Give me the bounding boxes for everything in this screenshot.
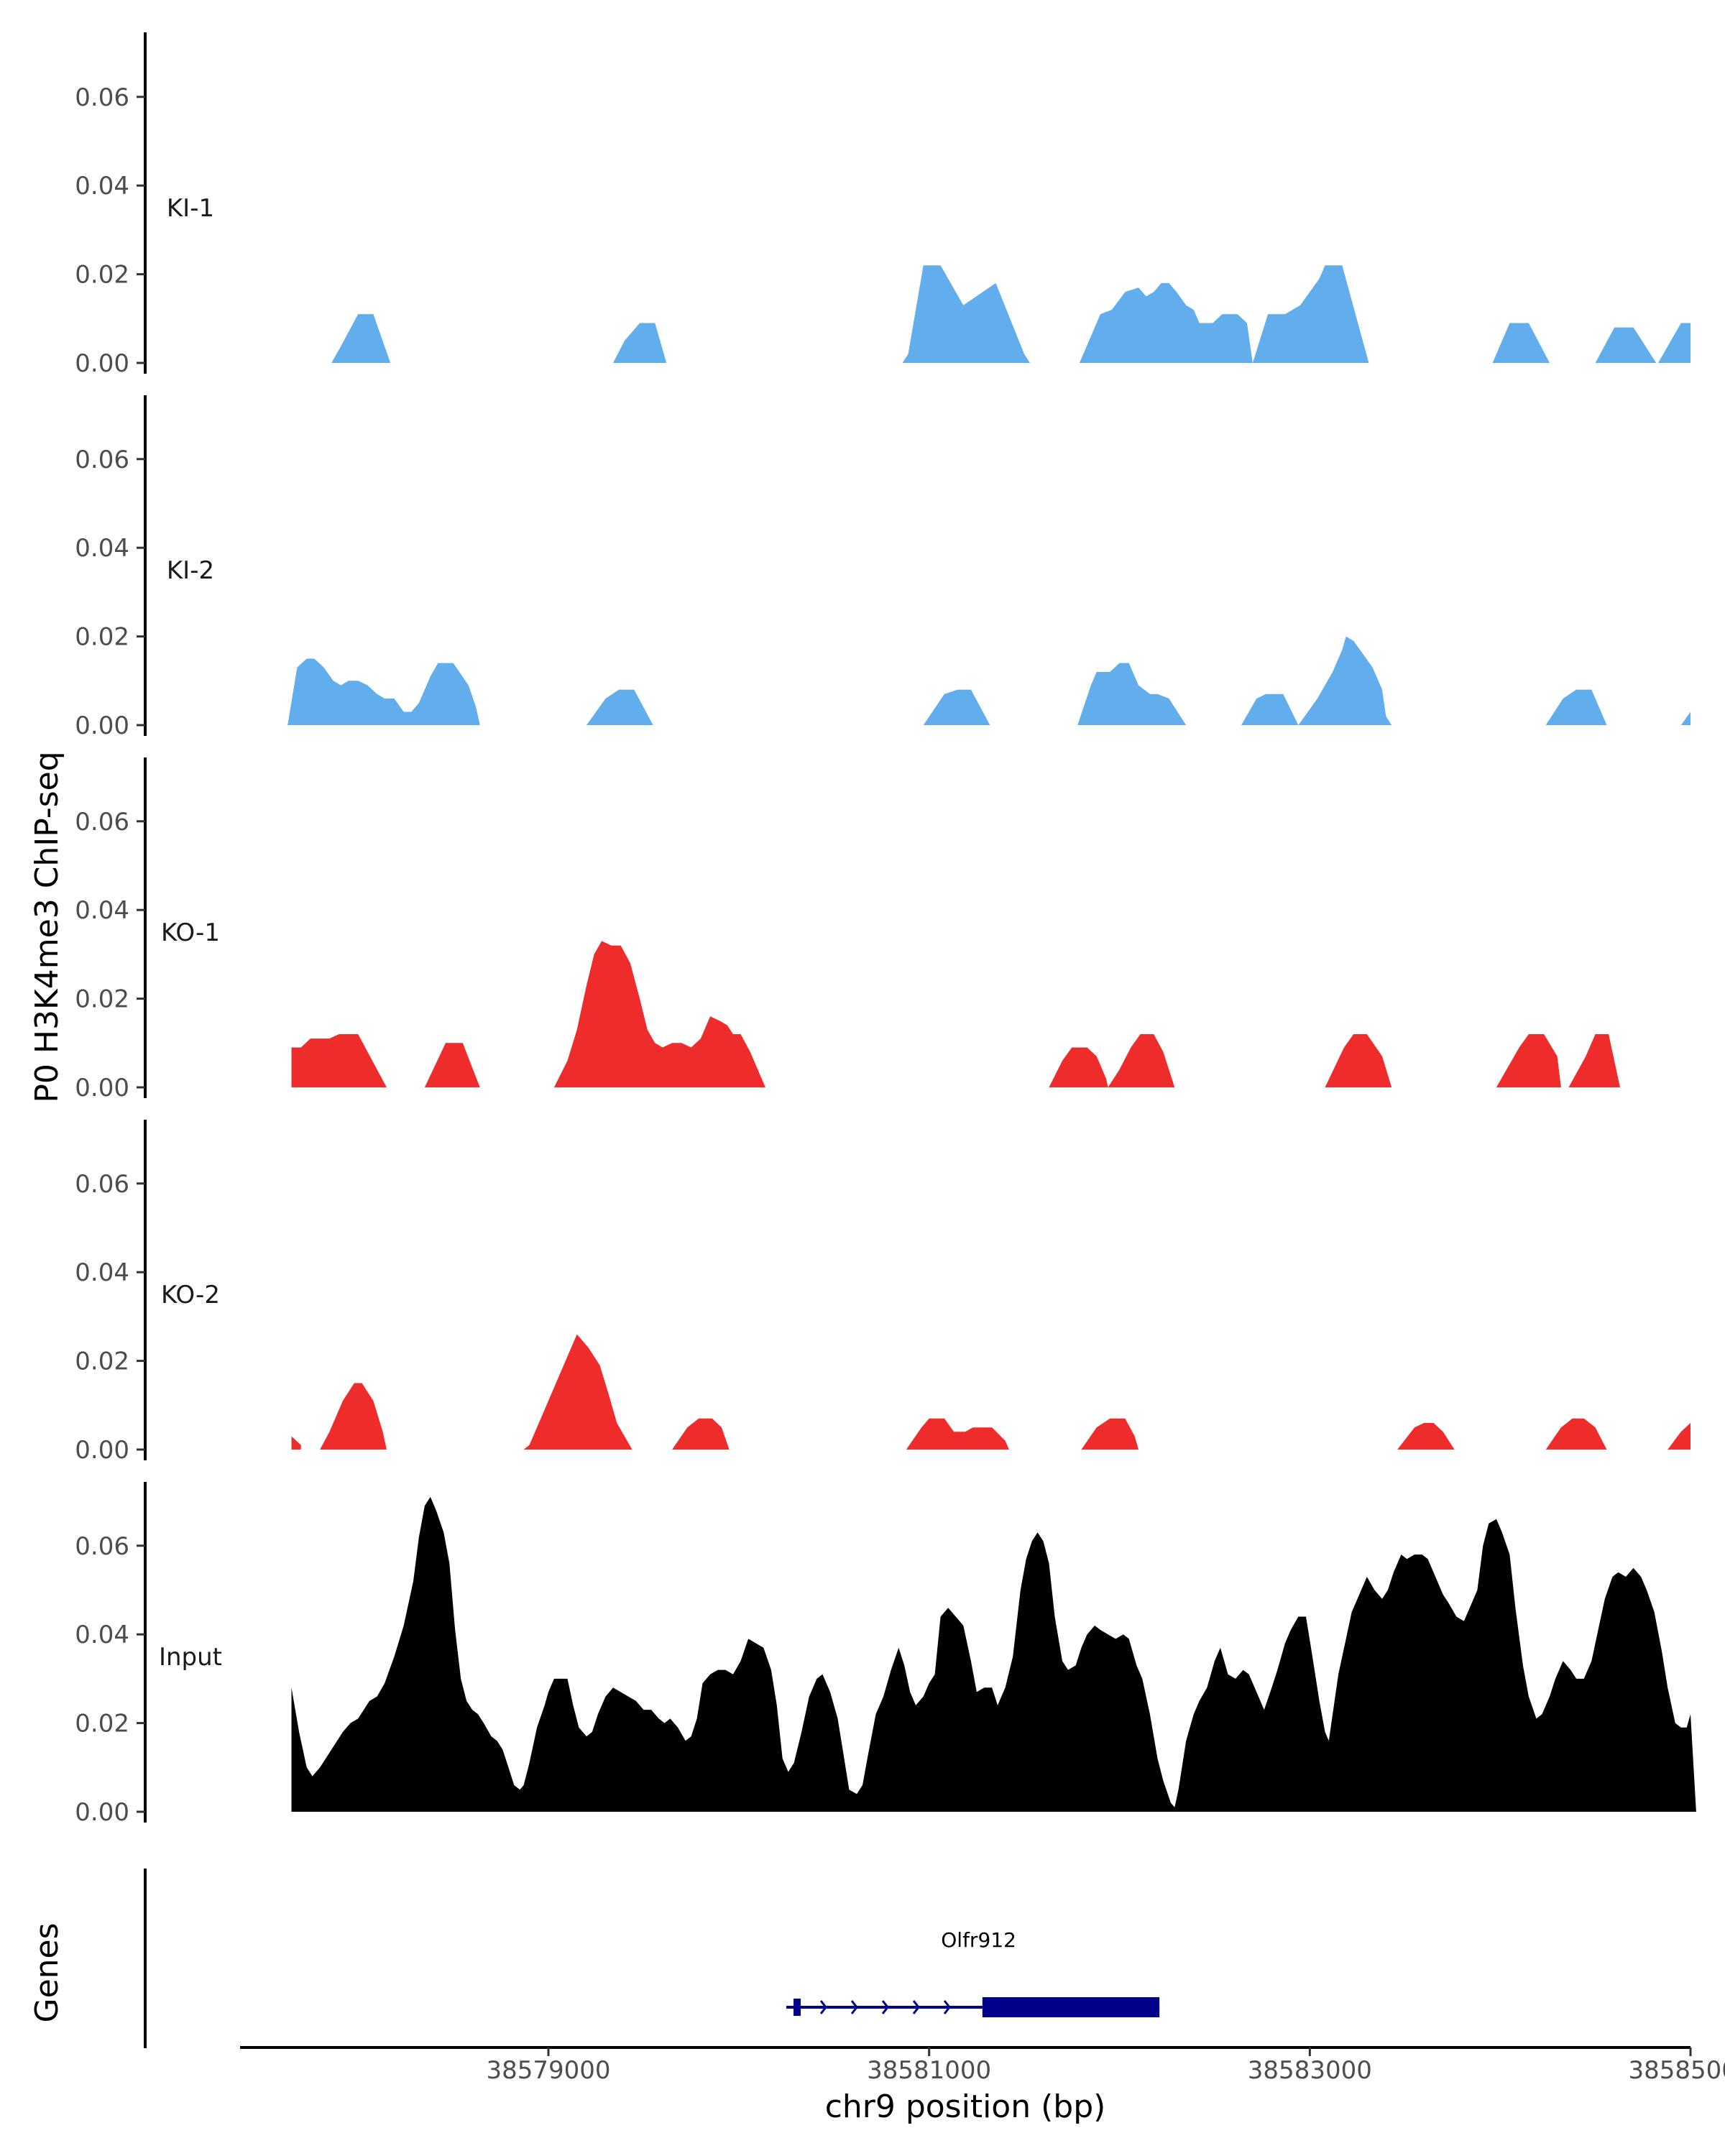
y-tick-label: 0.00 [75,1074,129,1102]
strand-arrow-icon [819,2000,827,2014]
track-label: KI-1 [167,194,214,223]
track-input: 0.00 0.02 0.04 0.06 Input [75,1482,1696,1827]
strand-arrow-icon [850,2000,858,2014]
strand-arrow-icon [912,2000,920,2014]
gene-exon-small [794,1999,801,2016]
y-tick-label: 0.00 [75,349,129,378]
coverage-area [291,1496,1696,1812]
x-tick-label: 38579000 [486,2056,610,2085]
coverage-area [902,265,1030,363]
y-tick-label: 0.06 [75,808,129,837]
y-axis-title: P0 H3K4me3 ChIP-seq [29,751,65,1102]
coverage-area [1680,711,1690,725]
y-tick-label: 0.06 [75,1170,129,1199]
coverage-area [1079,282,1253,363]
y-tick-label: 0.02 [75,1348,129,1376]
x-axis: 38579000 38581000 38583000 38585000 [240,2046,1725,2085]
y-tick-label: 0.02 [75,261,129,290]
coverage-area [553,941,765,1087]
y-tick-label: 0.00 [75,1436,129,1465]
coverage-area [424,1043,480,1087]
coverage-area [1325,1034,1392,1087]
y-tick-label: 0.04 [75,172,129,201]
y-tick-label: 0.06 [75,1532,129,1561]
gene-cds-block [982,1997,1160,2017]
strand-arrow-icon [943,2000,951,2014]
x-tick-label: 38581000 [867,2056,991,2085]
y-tick-label: 0.06 [75,446,129,474]
coverage-area [923,689,990,725]
y-tick-label: 0.02 [75,1710,129,1738]
track-label: KO-1 [161,918,220,947]
coverage-area [1397,1423,1455,1450]
coverage-area [1658,323,1690,363]
coverage-area [672,1418,730,1450]
coverage-area [288,658,480,725]
track-ko-1: 0.00 0.02 0.04 0.06 KO-1 [75,757,1620,1102]
track-label: KI-2 [167,556,214,585]
coverage-area [906,1418,1009,1450]
x-tick-label: 38583000 [1248,2056,1372,2085]
y-tick-label: 0.00 [75,711,129,740]
coverage-area [1668,1423,1690,1450]
coverage-area [1108,1034,1175,1087]
coverage-area [1298,636,1392,725]
track-label: Input [159,1643,222,1672]
coverage-area [320,1383,387,1450]
coverage-area [291,1436,301,1450]
coverage-area [1492,323,1550,363]
strand-arrow-icon [881,2000,889,2014]
coverage-area [291,1034,387,1087]
y-tick-label: 0.00 [75,1798,129,1827]
y-tick-label: 0.02 [75,985,129,1014]
coverage-area [523,1334,632,1450]
track-ko-2: 0.00 0.02 0.04 0.06 KO-2 [75,1120,1690,1465]
genes-track-title: Genes [29,1922,65,2022]
coverage-area [1252,265,1369,363]
track-ki-1: 0.00 0.02 0.04 0.06 KI-1 [75,32,1690,378]
genes-track: Olfr912 [144,1869,1160,2048]
y-tick-label: 0.04 [75,1621,129,1649]
coverage-area [1595,327,1657,363]
track-label: KO-2 [161,1281,220,1309]
coverage-area [586,689,653,725]
coverage-area [1241,694,1299,725]
coverage-area [1496,1034,1561,1087]
y-tick-label: 0.04 [75,534,129,563]
coverage-area [1049,1047,1108,1087]
coverage-area [613,323,667,363]
coverage-area [1568,1034,1620,1087]
coverage-area [1081,1418,1138,1450]
y-tick-label: 0.02 [75,623,129,652]
y-tick-label: 0.04 [75,896,129,925]
tracks-layer: 0.00 0.02 0.04 0.06 KI-1 0.00 0.02 0.04 0.06 KI-2… [75,32,1696,1827]
x-axis-title: chr9 position (bp) [825,2088,1106,2125]
gene-name-label: Olfr912 [941,1928,1016,1952]
coverage-area [1545,1418,1607,1450]
y-tick-label: 0.04 [75,1258,129,1287]
y-tick-label: 0.06 [75,83,129,112]
coverage-area [331,314,391,363]
coverage-area [1545,689,1607,725]
x-tick-label: 38585000 [1628,2056,1725,2085]
coverage-area [1077,663,1187,725]
track-ki-2: 0.00 0.02 0.04 0.06 KI-2 [75,395,1690,740]
